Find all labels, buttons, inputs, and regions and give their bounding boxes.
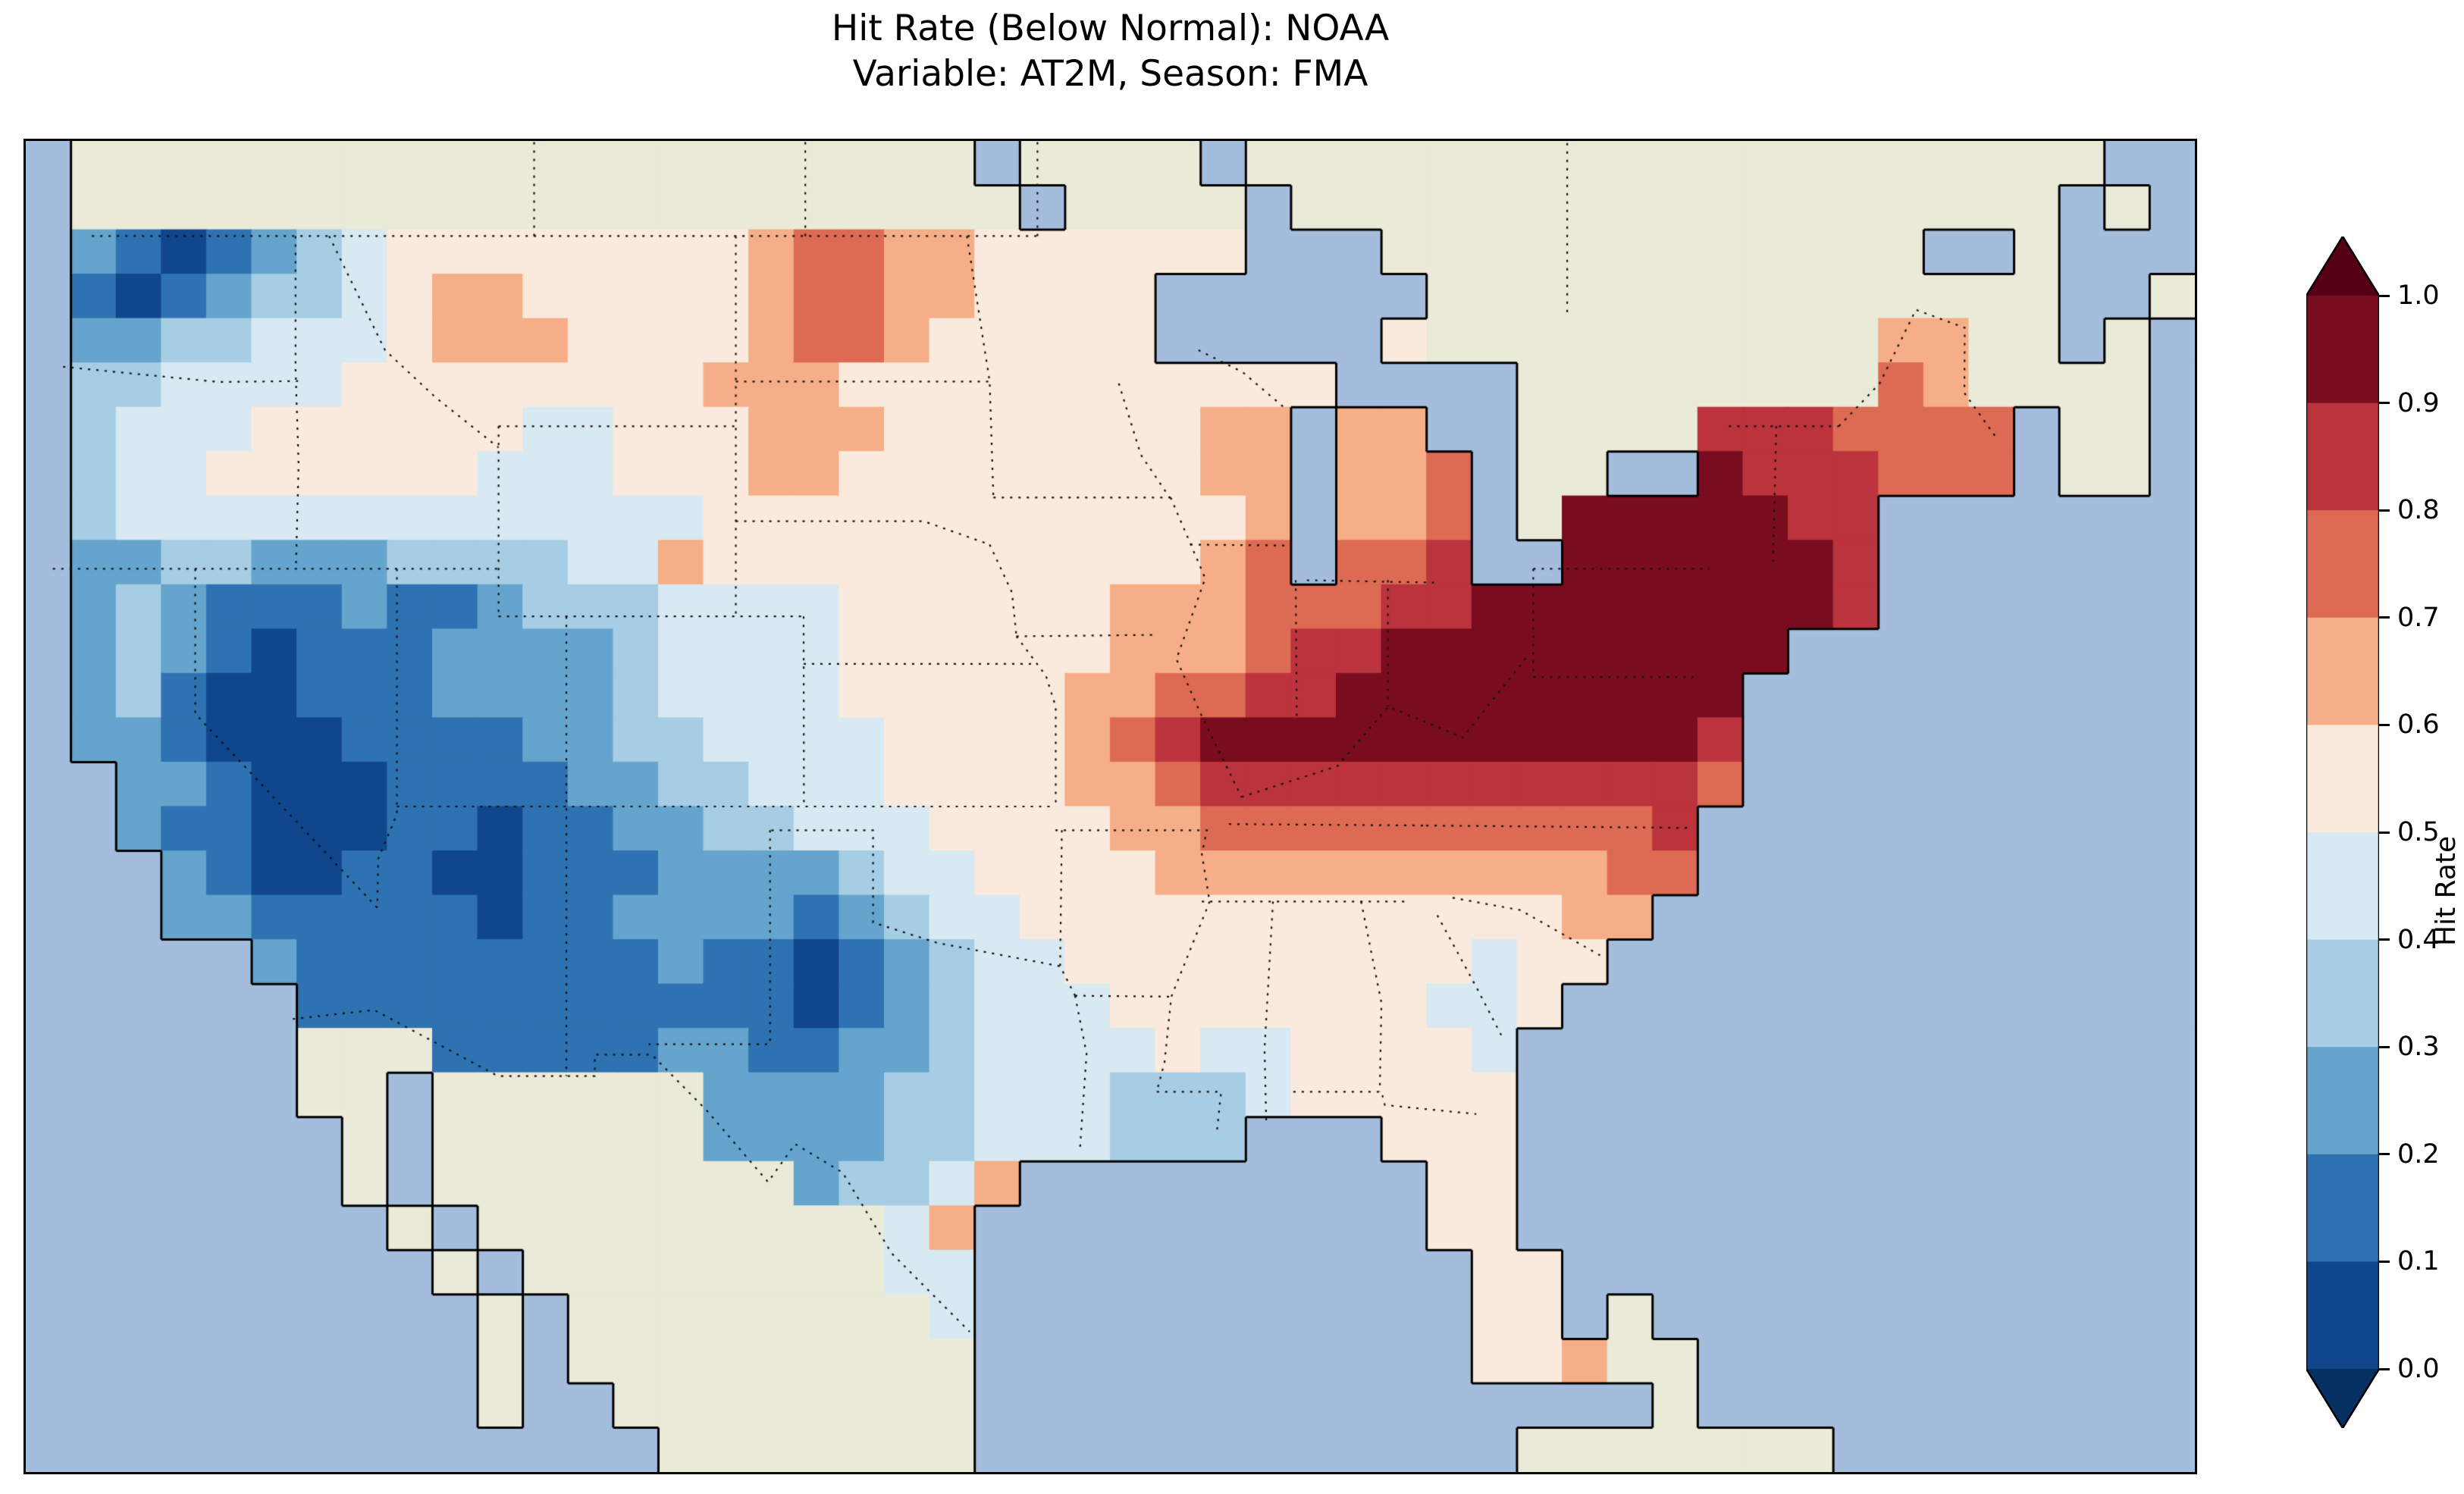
colorbar-tick-label: 0.1 bbox=[2397, 1246, 2440, 1277]
colorbar-under-arrow bbox=[2306, 1369, 2379, 1428]
colorbar-tick bbox=[2379, 616, 2390, 619]
map-panel bbox=[24, 139, 2197, 1474]
chart-title: Hit Rate (Below Normal): NOAA Variable: … bbox=[24, 6, 2197, 97]
colorbar bbox=[2306, 236, 2379, 1428]
colorbar-tick-label: 0.9 bbox=[2397, 387, 2440, 418]
chart-title-line2: Variable: AT2M, Season: FMA bbox=[852, 53, 1368, 95]
colorbar-tick bbox=[2379, 1153, 2390, 1156]
colorbar-tick-label: 0.3 bbox=[2397, 1032, 2440, 1063]
colorbar-segment bbox=[2306, 617, 2379, 726]
colorbar-tick-label: 0.0 bbox=[2397, 1354, 2440, 1384]
colorbar-tick bbox=[2379, 723, 2390, 726]
colorbar-tick bbox=[2379, 938, 2390, 941]
colorbar-tick-label: 0.8 bbox=[2397, 495, 2440, 526]
colorbar-tick bbox=[2379, 1045, 2390, 1048]
colorbar-segment bbox=[2306, 725, 2379, 833]
colorbar-segment bbox=[2306, 1261, 2379, 1370]
colorbar-segment bbox=[2306, 510, 2379, 619]
colorbar-tick bbox=[2379, 831, 2390, 834]
colorbar-tick-label: 0.2 bbox=[2397, 1139, 2440, 1170]
colorbar-segment bbox=[2306, 832, 2379, 941]
colorbar-tick bbox=[2379, 509, 2390, 512]
colorbar-tick bbox=[2379, 1367, 2390, 1370]
chart-title-line1: Hit Rate (Below Normal): NOAA bbox=[831, 8, 1390, 49]
colorbar-tick-label: 1.0 bbox=[2397, 280, 2440, 311]
colorbar-tick-label: 0.7 bbox=[2397, 602, 2440, 633]
colorbar-segment bbox=[2306, 939, 2379, 1048]
colorbar-tick bbox=[2379, 294, 2390, 297]
colorbar-segment bbox=[2306, 296, 2379, 404]
colorbar-axis-label: Hit Rate bbox=[2431, 835, 2462, 946]
colorbar-segment bbox=[2306, 402, 2379, 512]
colorbar-tick bbox=[2379, 1260, 2390, 1263]
colorbar-over-arrow bbox=[2306, 236, 2379, 296]
colorbar-segment bbox=[2306, 1047, 2379, 1155]
colorbar-tick bbox=[2379, 402, 2390, 405]
colorbar-segment bbox=[2306, 1154, 2379, 1263]
us-hit-rate-heatmap bbox=[26, 141, 2195, 1472]
